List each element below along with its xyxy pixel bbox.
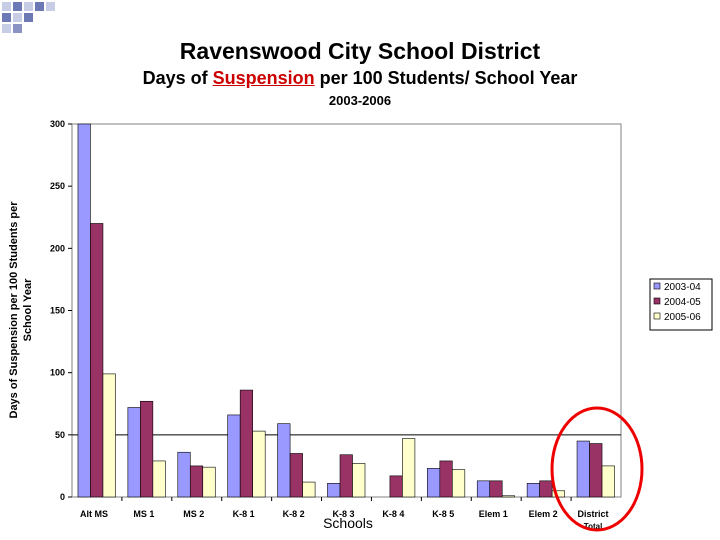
subtitle-prefix: Days of [142,68,213,88]
bar [289,453,303,498]
legend-box [649,278,713,331]
x-tick-label: K-8 2 [283,509,305,519]
bar [526,483,540,498]
legend-entry: 2003-04 [664,282,701,293]
plot-area [71,123,622,498]
y-axis-label: Days of Suspension per 100 Students per [8,201,20,419]
x-tick-label: District [578,509,609,519]
x-tick-label: K-8 3 [332,509,354,519]
bar [127,407,141,498]
y-tick-label: 200 [50,243,65,253]
bar [202,466,216,498]
y-tick-label: 50 [55,430,65,440]
bar [227,414,241,498]
legend-swatch [653,297,661,305]
legend-swatch [653,312,661,320]
bar [402,438,416,498]
x-tick-label: K-8 5 [432,509,454,519]
bar [177,451,191,498]
bar [277,423,291,498]
x-tick-label: MS 2 [183,509,204,519]
bar [252,430,266,498]
bar [77,123,91,498]
bar [489,480,503,498]
decorative-squares [2,2,55,33]
bar [539,480,553,498]
chart-year-range: 2003-2006 [328,93,392,108]
bar [476,480,491,498]
bar [90,223,104,498]
y-tick-label: 300 [50,119,65,129]
legend-entry: 2005-06 [664,312,701,323]
y-tick-label: 150 [50,306,65,316]
bar [439,460,453,498]
chart-subtitle: Days of Suspension per 100 Students/ Sch… [0,68,720,89]
bar [352,463,366,498]
x-tick-label: Elem 1 [479,509,508,519]
x-axis-label: Schools [323,515,373,531]
highlight-ellipse [550,406,644,532]
subtitle-highlight: Suspension [212,68,315,88]
x-tick-label: MS 1 [133,509,154,519]
x-tick-label: Alt MS [80,509,108,519]
bar [452,469,466,498]
bar [152,460,166,498]
bar [389,475,403,498]
bar [302,481,316,498]
x-tick-label: K-8 1 [233,509,255,519]
y-tick-label: 0 [60,492,65,502]
bar [239,389,253,498]
y-axis-label: School Year [22,278,34,341]
y-tick-label: 250 [50,181,65,191]
chart-title: Ravenswood City School District [179,38,541,64]
x-tick-label: Total [584,522,603,531]
bar [140,400,154,498]
bar [189,465,204,498]
x-tick-label: Elem 2 [529,509,558,519]
legend-swatch [653,282,661,290]
subtitle-suffix: per 100 Students/ School Year [314,68,578,88]
legend-entry: 2004-05 [664,297,701,308]
bar [327,483,341,498]
x-tick-label: K-8 4 [382,509,404,519]
bar [427,468,441,498]
y-tick-label: 100 [50,368,65,378]
bar [501,495,516,498]
bar [102,373,116,498]
bar [339,454,353,498]
bar [576,440,590,498]
bar [589,443,603,498]
bar [601,465,615,498]
